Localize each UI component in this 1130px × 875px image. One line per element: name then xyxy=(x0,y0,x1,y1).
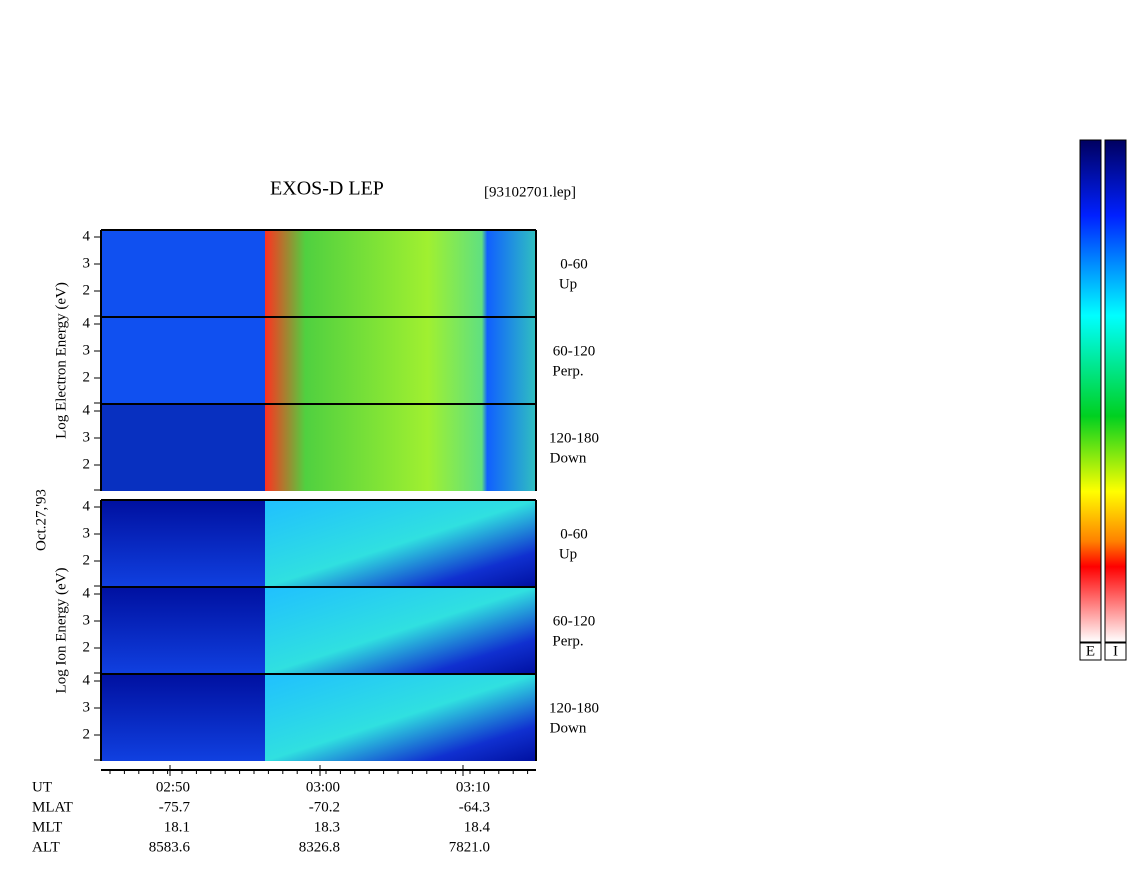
row-name: ALT xyxy=(32,839,60,855)
y-tick-label: 2 xyxy=(83,282,91,298)
spectrogram-right xyxy=(265,404,536,491)
panel-direction: Down xyxy=(550,720,587,736)
panel-direction: Down xyxy=(550,450,587,466)
row-value: 02:50 xyxy=(156,779,190,795)
spectrogram-left xyxy=(101,404,265,491)
spectrogram-left xyxy=(101,587,265,674)
y-tick-label: 4 xyxy=(83,402,91,418)
row-value: 8583.6 xyxy=(149,839,191,855)
spectrogram-right xyxy=(265,317,536,404)
spectrogram-right xyxy=(265,230,536,317)
panel-direction: Perp. xyxy=(552,633,583,649)
panel-range: 120-180 xyxy=(549,430,599,446)
row-name: MLT xyxy=(32,819,62,835)
row-name: MLAT xyxy=(32,799,73,815)
row-value: 03:00 xyxy=(306,779,340,795)
y-tick-label: 2 xyxy=(83,552,91,568)
y-tick-label: 2 xyxy=(83,456,91,472)
colorbar xyxy=(1104,139,1127,643)
y-tick-label: 4 xyxy=(83,315,91,331)
row-value: 18.3 xyxy=(314,819,340,835)
row-value: 18.1 xyxy=(164,819,190,835)
panel-direction: Up xyxy=(559,546,577,562)
row-value: 8326.8 xyxy=(299,839,340,855)
colorbar-label-box xyxy=(1104,642,1127,661)
row-value: -70.2 xyxy=(309,799,340,815)
panels: Log Electron Energy (eV) 2 3 4 0-60 Up 2 3 4 60-1… xyxy=(53,228,599,761)
colorbar-label: I xyxy=(1113,643,1118,659)
panel-range: 60-120 xyxy=(553,613,596,629)
title: EXOS-D LEP xyxy=(270,178,384,200)
row-value: 7821.0 xyxy=(449,839,490,855)
panel-direction: Up xyxy=(559,276,577,292)
y-tick-label: 3 xyxy=(83,342,91,358)
row-value: -64.3 xyxy=(459,799,490,815)
panel-range: 60-120 xyxy=(553,343,596,359)
y-tick-label: 4 xyxy=(83,228,91,244)
y-tick-label: 4 xyxy=(83,498,91,514)
colorbar-label: E xyxy=(1086,643,1095,659)
y-tick-label: 3 xyxy=(83,699,91,715)
y-tick-label: 3 xyxy=(83,525,91,541)
time-axis: UT 02:50 03:00 03:10 MLAT -75.7 -70.2 -64.3 MLT 1… xyxy=(32,765,536,855)
file-name: [93102701.lep] xyxy=(484,184,576,200)
row-name: UT xyxy=(32,779,52,795)
spectrogram-left xyxy=(101,500,265,587)
y-tick-label: 4 xyxy=(83,585,91,601)
row-value: 18.4 xyxy=(464,819,491,835)
y-tick-label: 3 xyxy=(83,429,91,445)
y-tick-label: 3 xyxy=(83,255,91,271)
spectrogram-left xyxy=(101,317,265,404)
row-value: 03:10 xyxy=(456,779,490,795)
panel-range: 0-60 xyxy=(560,526,588,542)
spectrogram-right xyxy=(265,587,536,674)
spectrogram-left xyxy=(101,230,265,317)
y-tick-label: 2 xyxy=(83,369,91,385)
y-tick-label: 2 xyxy=(83,639,91,655)
panel-range: 120-180 xyxy=(549,700,599,716)
panel-range: 0-60 xyxy=(560,256,588,272)
spectrogram-right xyxy=(265,500,536,587)
colorbar-label-box xyxy=(1079,642,1102,661)
colorbar xyxy=(1079,139,1102,643)
panel-direction: Perp. xyxy=(552,363,583,379)
spectrogram-right xyxy=(265,674,536,761)
y-axis-label: Log Electron Energy (eV) xyxy=(53,282,69,439)
y-axis-label: Log Ion Energy (eV) xyxy=(53,568,69,694)
y-tick-label: 4 xyxy=(83,672,91,688)
y-tick-label: 3 xyxy=(83,612,91,628)
y-tick-label: 2 xyxy=(83,726,91,742)
date: Oct.27,'93 xyxy=(33,489,49,551)
spectrogram-left xyxy=(101,674,265,761)
row-value: -75.7 xyxy=(159,799,191,815)
